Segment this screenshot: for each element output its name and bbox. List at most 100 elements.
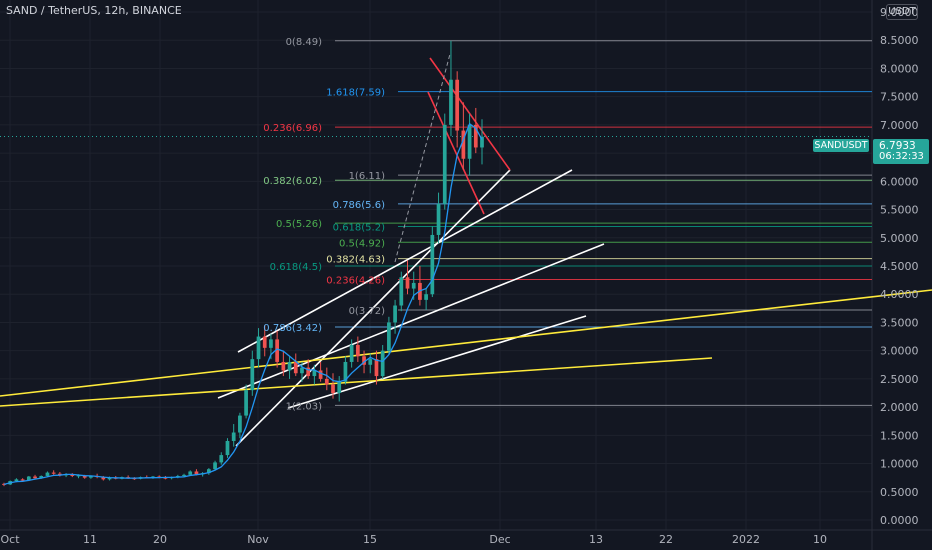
trendline-drawings [0, 53, 932, 447]
time-tick-label: 10 [813, 533, 827, 546]
candle-body [101, 477, 106, 480]
candle-body [163, 477, 168, 479]
fib-level-label: 1.618(7.59) [326, 88, 385, 99]
price-tick-label: 6.0000 [880, 175, 919, 188]
candle-body [436, 203, 441, 235]
price-tick-label: 1.0000 [880, 458, 919, 471]
candle-body [45, 472, 50, 476]
symbol-title[interactable]: SAND / TetherUS, 12h, BINANCE [6, 4, 182, 17]
fib-level-label: 0.5(4.92) [339, 238, 385, 249]
candle-body [411, 282, 416, 289]
time-tick-label: 15 [363, 533, 377, 546]
candle-body [331, 384, 335, 393]
price-tick-label: 1.5000 [880, 429, 919, 442]
candle-body [387, 322, 391, 351]
time-tick-label: Dec [489, 533, 510, 546]
fib-extension-line [394, 53, 451, 263]
fib-level-label: 1(6.11) [349, 171, 386, 182]
candle-body [467, 124, 472, 159]
candle-body [26, 476, 31, 481]
fibonacci-labels: 0(8.49) 1.618(7.59) 0.236(6.96) 1(6.11) 0.38… [263, 37, 385, 413]
candle-body [318, 370, 323, 379]
time-tick-label: Oct [0, 533, 20, 546]
price-tick-label: 8.5000 [880, 34, 919, 47]
candle-body [324, 378, 329, 385]
candle-body [39, 475, 44, 479]
time-axis[interactable]: Oct 11 20 Nov 15 Dec 13 22 2022 10 [0, 533, 827, 546]
price-tick-label: 4.5000 [880, 260, 919, 273]
candle-body [473, 124, 478, 148]
price-axis[interactable]: 9.00008.50008.00007.50007.00006.50006.00… [880, 6, 919, 527]
candle-body [194, 471, 199, 475]
fib-level-label: 0.382(6.02) [263, 176, 322, 187]
candle-body [231, 432, 236, 441]
candle-body [219, 455, 224, 463]
candle-body [269, 339, 273, 348]
candle-body [399, 277, 404, 306]
candle-body [380, 350, 385, 377]
candle-body [225, 440, 230, 456]
candle-body [281, 361, 286, 371]
fib-level-label: 0(3.72) [349, 306, 386, 317]
fib-level-label: 1(2.03) [286, 401, 323, 412]
bar-countdown: 06:32:33 [879, 151, 924, 162]
candle-body [182, 474, 186, 476]
candle-body [405, 277, 410, 289]
last-price-value: 6.7933 [879, 140, 916, 152]
candle-body [89, 475, 93, 478]
currency-badge[interactable]: USDT [886, 4, 918, 20]
time-tick-label: Nov [247, 533, 269, 546]
candle-body [374, 359, 379, 377]
candle-body [213, 462, 217, 470]
trend-line [235, 169, 511, 447]
price-tick-label: 0.5000 [880, 486, 919, 499]
candle-body [430, 234, 435, 295]
time-tick-label: 2022 [732, 533, 760, 546]
candle-body [14, 479, 19, 482]
wedge-lower-line [427, 91, 485, 215]
trend-line [237, 169, 573, 353]
candle-body [393, 305, 397, 323]
price-tick-label: 3.5000 [880, 316, 919, 329]
fib-level-label: 0.382(4.63) [326, 255, 385, 266]
candle-body [107, 477, 112, 480]
price-tick-label: 5.0000 [880, 232, 919, 245]
candle-body [76, 475, 81, 477]
candle-body [250, 359, 255, 391]
trend-line [0, 289, 932, 397]
fib-level-label: 0.618(5.2) [333, 222, 385, 233]
fib-level-label: 0.236(4.26) [326, 276, 385, 287]
candle-body [349, 345, 354, 362]
candle-body [275, 339, 280, 362]
candle-body [293, 361, 298, 374]
moving-average-line [3, 122, 483, 486]
price-tick-label: 4.0000 [880, 288, 919, 301]
candle-body [82, 475, 87, 478]
price-tick-label: 8.0000 [880, 62, 919, 75]
fib-level-label: 0.618(4.5) [270, 262, 322, 273]
time-tick-label: 11 [83, 533, 97, 546]
fib-level-label: 0.786(3.42) [263, 323, 322, 334]
trend-line [0, 357, 713, 407]
candle-body [51, 472, 56, 474]
fib-level-label: 0.236(6.96) [263, 123, 322, 134]
candle-body [343, 361, 348, 382]
candle-body [368, 359, 373, 365]
time-tick-label: 20 [153, 533, 167, 546]
candle-body [256, 336, 261, 360]
time-tick-label: 22 [659, 533, 673, 546]
trend-line [217, 243, 605, 399]
candle-body [312, 370, 317, 377]
price-tick-label: 0.0000 [880, 514, 919, 527]
price-tick-label: 2.0000 [880, 401, 919, 414]
candle-body [306, 367, 311, 377]
candle-body [300, 367, 304, 374]
candle-body [206, 469, 211, 474]
fib-level-label: 0(8.49) [286, 37, 323, 48]
time-tick-label: 13 [589, 533, 603, 546]
fib-level-label: 0.786(5.6) [333, 200, 385, 211]
candle-body [262, 336, 267, 348]
price-tick-label: 9.0000 [880, 6, 919, 19]
